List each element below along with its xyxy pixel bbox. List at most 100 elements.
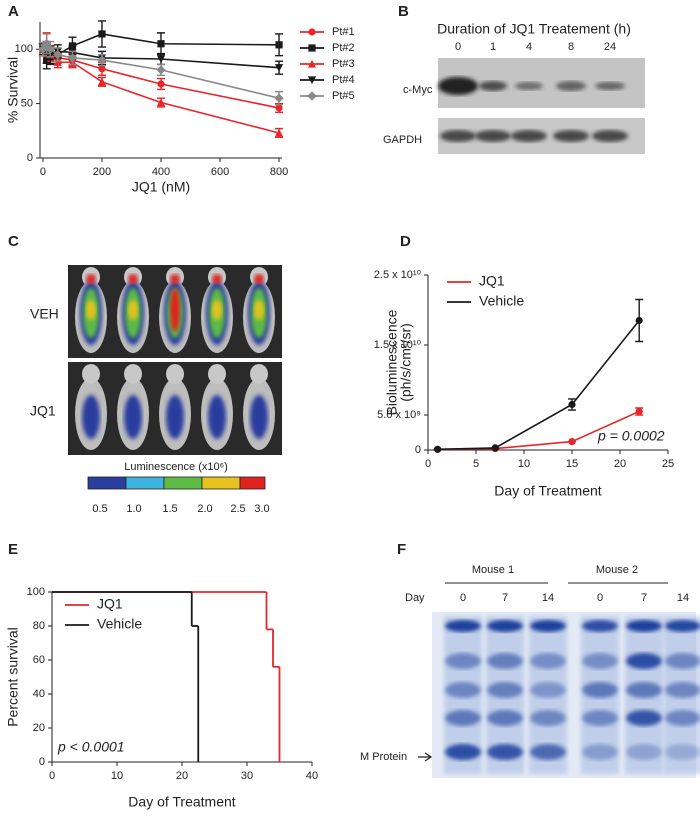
marker <box>156 98 166 107</box>
signal <box>82 395 100 439</box>
marker <box>156 55 166 64</box>
lane-label: 24 <box>604 41 616 53</box>
gel-band <box>626 710 662 726</box>
legend-label: Pt#1 <box>332 26 355 38</box>
y-tick-label: 20 <box>33 722 45 734</box>
x-tick-label: 0 <box>49 770 55 782</box>
lane-label: 0 <box>455 41 461 53</box>
marker-label: M Protein <box>360 751 407 763</box>
y-tick-label: 5.0 x 10⁹ <box>377 409 421 421</box>
gel-band <box>530 620 566 632</box>
blot-band <box>440 130 476 142</box>
marker <box>568 438 576 446</box>
signal <box>170 288 180 332</box>
blot-band <box>515 82 543 90</box>
gel-band <box>530 682 566 698</box>
day-value: 0 <box>597 592 603 604</box>
row-label: c-Myc <box>403 84 433 96</box>
x-tick-label: 10 <box>111 770 123 782</box>
gel-band <box>665 620 700 632</box>
marker <box>275 41 283 49</box>
legend-label: Vehicle <box>479 293 524 309</box>
y-tick-label: 80 <box>33 620 45 632</box>
colorbar-segment <box>125 476 165 490</box>
blot-band <box>553 130 589 142</box>
gel-band <box>445 682 481 698</box>
panel-letter: F <box>397 541 406 558</box>
y-tick-label: 50 <box>21 98 33 110</box>
x-tick-label: 30 <box>241 770 253 782</box>
x-tick-label: 200 <box>93 166 111 178</box>
y-tick-label: 0 <box>27 152 33 164</box>
mouse-label: Mouse 2 <box>596 564 638 576</box>
y-tick-label: 100 <box>27 586 45 598</box>
day-value: 14 <box>542 592 554 604</box>
gel-band <box>582 653 618 669</box>
gel-band <box>626 682 662 698</box>
arrow <box>418 752 433 762</box>
blot-band <box>511 130 547 142</box>
panel-letter: A <box>8 3 19 20</box>
group-label: JQ1 <box>30 403 56 419</box>
marker <box>157 40 165 48</box>
colorbar-title: Luminescence (x10⁶) <box>124 461 228 473</box>
gel-band <box>445 744 481 760</box>
marker <box>156 65 166 75</box>
colorbar-label: 1.0 <box>126 503 141 515</box>
y-tick-label: 1.5 x 10¹⁰ <box>374 339 422 351</box>
gel-band <box>487 744 523 760</box>
marker <box>98 65 106 73</box>
y-axis-label: % Survival <box>5 57 21 123</box>
x-tick-label: 600 <box>211 166 229 178</box>
marker <box>568 400 576 409</box>
gel-band <box>665 744 700 760</box>
group-label: VEH <box>30 306 59 322</box>
signal <box>208 395 226 439</box>
row-label: GAPDH <box>383 134 422 146</box>
legend-label: Pt#3 <box>332 58 355 70</box>
gel-band <box>582 682 618 698</box>
marker <box>274 93 284 103</box>
x-tick-label: 0 <box>40 166 46 178</box>
x-axis-label: Day of Treatment <box>494 483 601 499</box>
gel-band <box>487 653 523 669</box>
x-tick-label: 5 <box>473 458 479 470</box>
marker <box>53 58 62 66</box>
y-tick-label: 100 <box>15 43 33 55</box>
marker <box>307 59 317 68</box>
gel-band <box>665 710 700 726</box>
panel-letter: B <box>398 3 409 20</box>
x-tick-label: 20 <box>614 458 626 470</box>
y-axis-label: (ph/s/cm²/sr) <box>398 323 414 402</box>
y-tick-label: 2.5 x 10¹⁰ <box>374 269 422 281</box>
legend-label: Pt#2 <box>332 42 355 54</box>
colorbar-label: 1.5 <box>162 503 177 515</box>
gel-band <box>626 653 662 669</box>
gel-band <box>487 682 523 698</box>
gel-band <box>445 710 481 726</box>
day-label: Day <box>405 592 425 604</box>
colorbar-segment <box>87 476 127 490</box>
marker <box>274 64 284 72</box>
mouse-head <box>166 364 184 384</box>
y-tick-label: 40 <box>33 688 45 700</box>
lane-label: 1 <box>490 41 496 53</box>
day-value: 7 <box>641 592 647 604</box>
colorbar-label: 2.5 <box>230 503 245 515</box>
marker <box>491 444 499 452</box>
marker <box>308 28 316 36</box>
y-tick-label: 0 <box>39 756 45 768</box>
colorbar-segment <box>239 476 266 490</box>
gel-band <box>626 744 662 760</box>
blot-band <box>595 82 625 90</box>
x-tick-label: 40 <box>306 770 318 782</box>
lane-label: 8 <box>568 41 574 53</box>
marker <box>307 76 317 85</box>
legend-label: Vehicle <box>97 616 142 632</box>
colorbar-label: 3.0 <box>254 503 269 515</box>
marker <box>434 445 442 453</box>
y-axis-label: Percent survival <box>5 627 21 727</box>
gel-band <box>582 620 618 632</box>
